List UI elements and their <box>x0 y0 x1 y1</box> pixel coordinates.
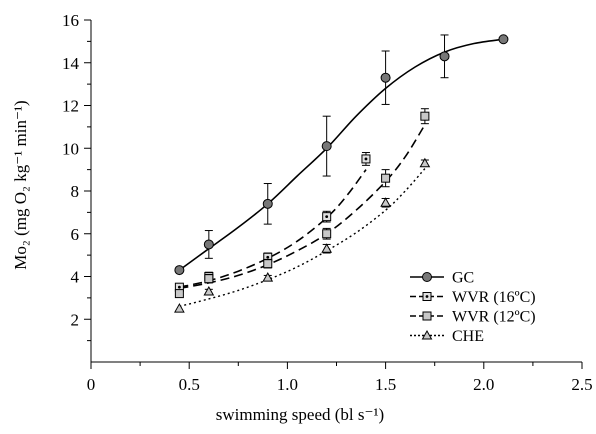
legend-marker-2 <box>422 311 432 321</box>
marker-shape <box>381 173 391 183</box>
legend-label-1: WVR (16ºC) <box>452 289 536 306</box>
legend-label-0: GC <box>452 270 474 287</box>
marker-shape <box>204 274 214 284</box>
marker-shape <box>498 34 509 45</box>
data-markers <box>174 34 509 313</box>
data-point-series-1 <box>322 212 332 222</box>
x-tick-label: 0 <box>87 375 96 394</box>
marker-shape <box>262 272 274 282</box>
fit-curve-series-0 <box>178 38 504 271</box>
marker-shape <box>422 311 432 321</box>
marker-shape <box>321 141 332 152</box>
marker-shape <box>321 243 333 253</box>
x-tick-label: 1.5 <box>375 375 396 394</box>
y-tick-label: 10 <box>62 139 79 158</box>
data-point-series-2 <box>322 229 332 239</box>
x-tick-label: 1.0 <box>277 375 298 394</box>
marker-shape <box>422 272 432 282</box>
data-point-series-0 <box>203 239 214 250</box>
marker-shape <box>203 285 215 296</box>
marker-dot <box>325 215 329 219</box>
marker-shape <box>174 265 185 276</box>
y-tick-label: 12 <box>62 97 79 116</box>
legend-label-3: CHE <box>452 328 484 345</box>
x-axis-title: swimming speed (bl s⁻¹) <box>216 405 384 424</box>
y-axis-title: Mo₂ (mg O₂ kg⁻¹ min⁻¹) <box>11 100 30 269</box>
data-point-series-2 <box>420 111 430 121</box>
data-point-series-2 <box>174 289 184 299</box>
marker-shape <box>262 198 273 209</box>
legend-marker-1 <box>422 292 432 301</box>
marker-shape <box>419 157 431 168</box>
data-point-series-2 <box>204 274 214 284</box>
y-tick-label: 2 <box>71 310 80 329</box>
data-point-series-2 <box>381 173 391 183</box>
data-point-series-3 <box>262 272 274 282</box>
fit-curve-series-3 <box>179 168 426 308</box>
data-point-series-3 <box>174 303 185 313</box>
marker-shape <box>322 229 332 239</box>
marker-shape <box>420 111 430 121</box>
x-tick-label: 0.5 <box>179 375 200 394</box>
marker-shape <box>203 239 214 250</box>
data-point-series-0 <box>439 51 450 62</box>
data-point-series-1 <box>361 154 371 164</box>
legend-marker-0 <box>422 272 432 282</box>
fit-curve-series-1 <box>179 169 367 288</box>
y-tick-label: 6 <box>71 225 80 244</box>
data-point-series-3 <box>203 285 215 296</box>
marker-shape <box>263 259 273 269</box>
y-tick-label: 4 <box>71 268 80 287</box>
marker-shape <box>439 51 450 62</box>
data-point-series-0 <box>174 265 185 276</box>
marker-dot <box>364 157 368 161</box>
marker-shape <box>380 197 391 207</box>
data-point-series-0 <box>380 72 391 83</box>
x-tick-label: 2.0 <box>473 375 494 394</box>
axes: 0 0.5 1.0 1.5 2.0 2.5 2 4 6 8 10 12 14 16 <box>62 11 593 394</box>
marker-shape <box>421 329 433 340</box>
data-point-series-2 <box>263 259 273 269</box>
data-point-series-0 <box>262 198 273 209</box>
legend-marker-3 <box>421 329 433 340</box>
marker-dot <box>266 255 270 259</box>
marker-shape <box>174 289 184 299</box>
legend: GC WVR (16ºC) WVR (12ºC) CHE <box>410 270 536 345</box>
fit-curves <box>178 38 504 308</box>
x-tick-label: 2.5 <box>571 375 592 394</box>
data-point-series-3 <box>380 197 391 207</box>
data-point-series-3 <box>321 243 333 253</box>
fit-curve-series-2 <box>179 124 426 290</box>
legend-label-2: WVR (12ºC) <box>452 309 536 326</box>
y-tick-label: 8 <box>71 182 80 201</box>
y-tick-label: 16 <box>62 11 79 30</box>
y-tick-label: 14 <box>62 54 80 73</box>
data-point-series-0 <box>321 141 332 152</box>
data-point-series-3 <box>419 157 431 168</box>
marker-dot <box>425 295 429 298</box>
data-point-series-0 <box>498 34 509 45</box>
marker-dot <box>177 285 181 289</box>
marker-shape <box>380 72 391 83</box>
marker-shape <box>174 303 185 313</box>
